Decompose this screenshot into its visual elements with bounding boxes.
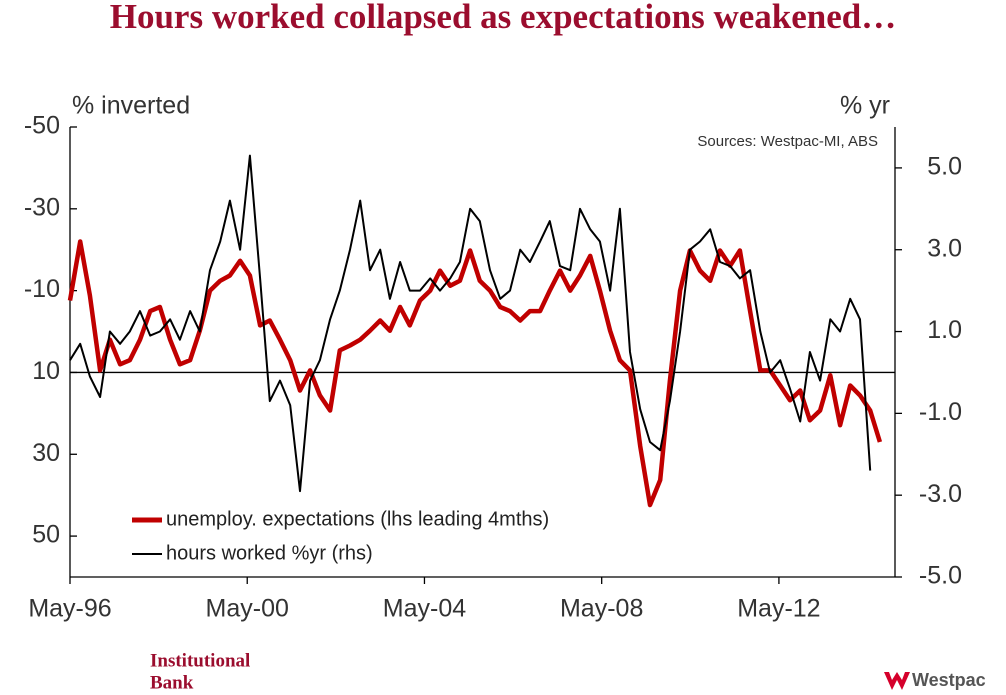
y2-tick-label: 1.0 (927, 316, 962, 344)
legend-label: hours worked %yr (rhs) (166, 542, 373, 564)
y-tick-label: 50 (32, 521, 60, 549)
y-tick-label: -10 (24, 275, 60, 303)
y-axis-label: % inverted (72, 92, 190, 120)
x-tick-label: May-04 (383, 595, 466, 623)
y-tick-label: 30 (32, 439, 60, 467)
x-tick-label: May-12 (737, 595, 820, 623)
y-tick-label: 10 (32, 357, 60, 385)
legend-label: unemploy. expectations (lhs leading 4mth… (166, 508, 549, 530)
y2-tick-label: 5.0 (927, 153, 962, 181)
x-tick-label: May-08 (560, 595, 643, 623)
y2-axis-label: % yr (840, 92, 890, 120)
brand-text: Bank (150, 672, 194, 693)
y2-tick-label: 3.0 (927, 234, 962, 262)
brand-text: Institutional (150, 650, 250, 671)
data-line (67, 239, 883, 508)
x-tick-label: May-00 (206, 595, 289, 623)
y2-tick-label: -1.0 (919, 398, 962, 426)
logo-icon (884, 672, 910, 690)
x-tick-label: May-96 (28, 595, 111, 623)
y2-tick-label: -5.0 (919, 562, 962, 590)
y-tick-label: -50 (24, 112, 60, 140)
y-tick-label: -30 (24, 193, 60, 221)
source-note: Sources: Westpac-MI, ABS (697, 133, 878, 150)
y2-tick-label: -3.0 (919, 480, 962, 508)
data-line (69, 154, 872, 493)
logo-text: Westpac (912, 670, 986, 690)
chart-title: Hours worked collapsed as expectations w… (110, 0, 897, 36)
